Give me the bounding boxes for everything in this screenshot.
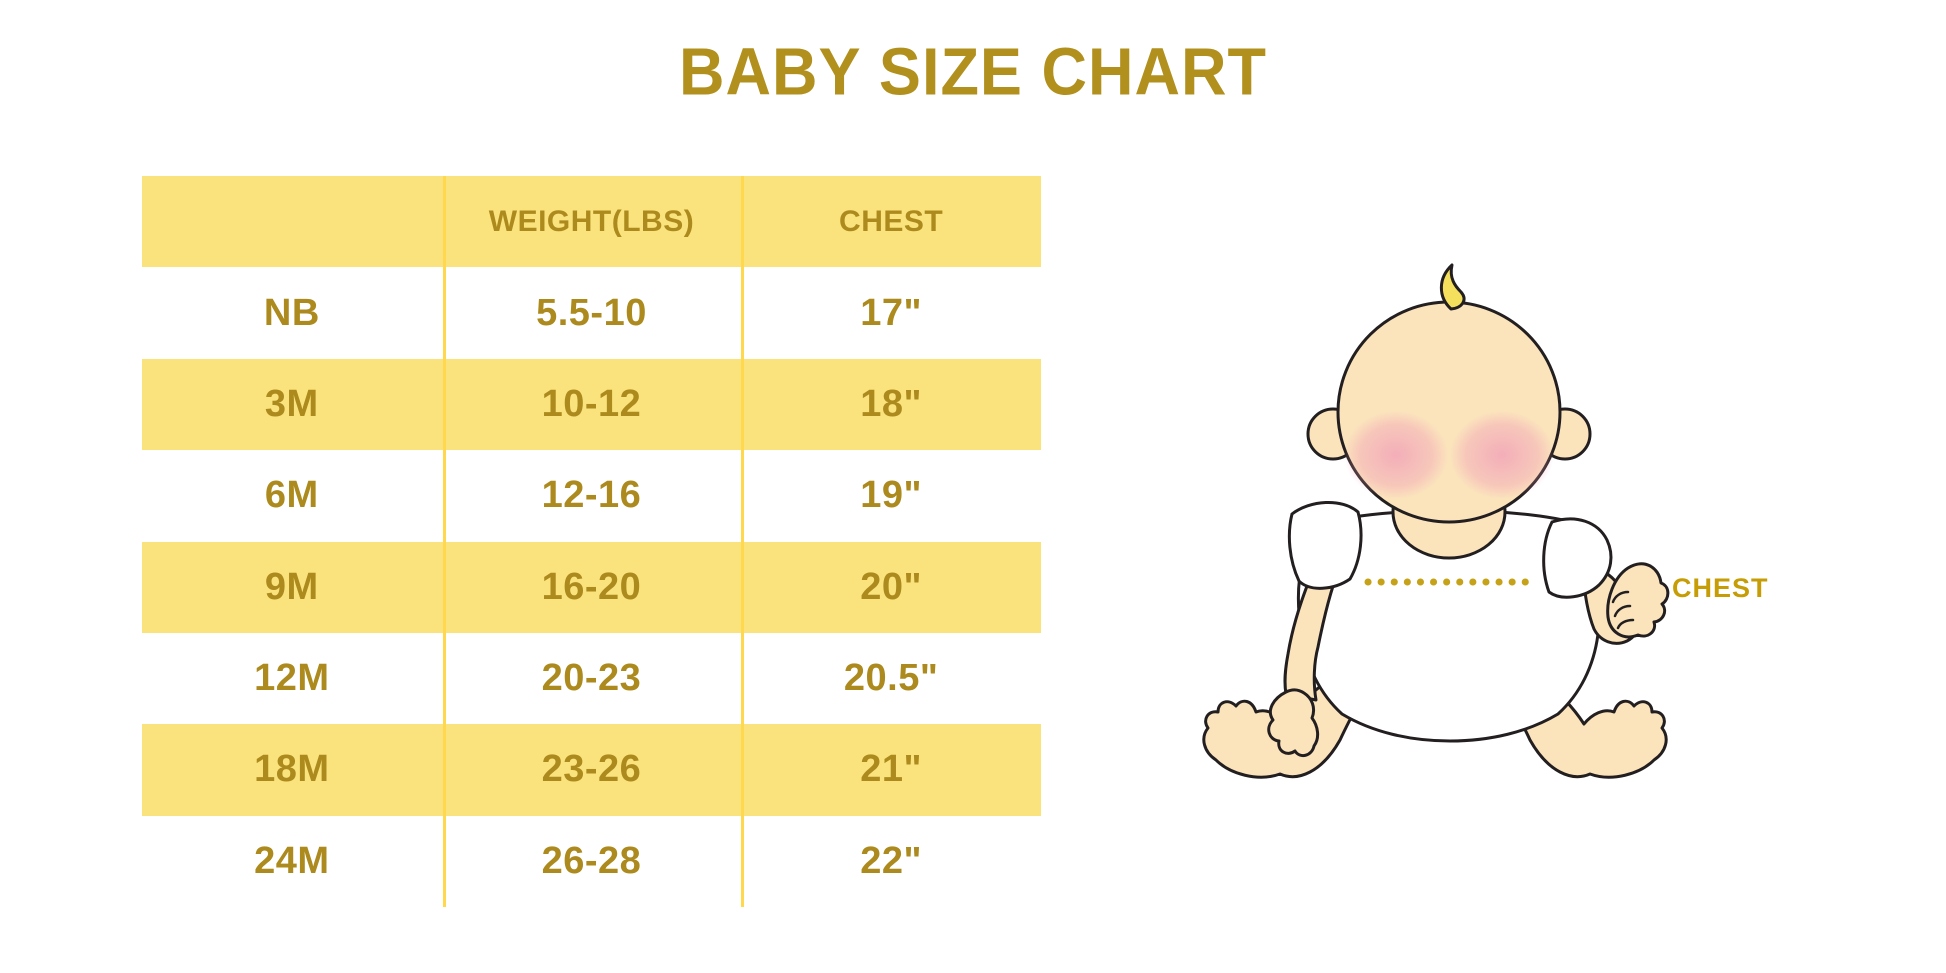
baby-right-arm (1542, 517, 1670, 645)
baby-illustration (1200, 262, 1670, 807)
table-row: 24M 26-28 22" (142, 815, 1041, 907)
header-cell-chest: CHEST (839, 204, 944, 238)
table-row: 12M 20-23 20.5" (142, 632, 1041, 725)
table-row: 6M 12-16 19" (142, 450, 1041, 542)
cell-size: 9M (264, 565, 319, 608)
table-row: 9M 16-20 20" (142, 541, 1041, 633)
baby-hair-icon (1439, 263, 1466, 311)
baby-icon (1202, 263, 1670, 779)
cell-weight: 23-26 (541, 748, 642, 791)
cell-chest: 19" (860, 474, 923, 517)
cell-weight: 26-28 (541, 839, 642, 882)
cell-chest: 21" (860, 748, 923, 791)
column-divider (443, 176, 446, 907)
cell-weight: 12-16 (541, 474, 642, 517)
cell-chest: 17" (860, 291, 923, 334)
column-divider (741, 176, 744, 907)
cell-chest: 20.5" (843, 657, 939, 700)
cell-size: 18M (254, 748, 330, 791)
cell-size: NB (263, 291, 320, 334)
table-header-row: WEIGHT(LBS) CHEST (142, 176, 1041, 268)
cell-chest: 20" (860, 565, 923, 608)
cell-size: 3M (264, 382, 319, 425)
cell-weight: 20-23 (541, 657, 642, 700)
header-cell-weight: WEIGHT(LBS) (488, 204, 695, 238)
header-cell-size (142, 176, 442, 267)
baby-left-arm (1267, 500, 1363, 758)
cell-chest: 22" (860, 839, 923, 882)
cell-weight: 16-20 (541, 565, 642, 608)
chest-measure-label: CHEST (1672, 573, 1769, 603)
cell-size: 12M (254, 657, 330, 700)
cell-weight: 10-12 (541, 382, 642, 425)
table-row: 18M 23-26 21" (142, 724, 1041, 816)
cell-chest: 18" (860, 382, 923, 425)
cell-size: 24M (254, 839, 330, 882)
page-title: BABY SIZE CHART (679, 34, 1267, 110)
cell-size: 6M (264, 474, 319, 517)
table-row: 3M 10-12 18" (142, 358, 1041, 451)
table-row: NB 5.5-10 17" (142, 267, 1041, 359)
baby-cheeks (1344, 411, 1554, 499)
size-table: WEIGHT(LBS) CHEST NB 5.5-10 17" 3M 10-12… (142, 176, 1041, 907)
cell-weight: 5.5-10 (536, 291, 647, 334)
